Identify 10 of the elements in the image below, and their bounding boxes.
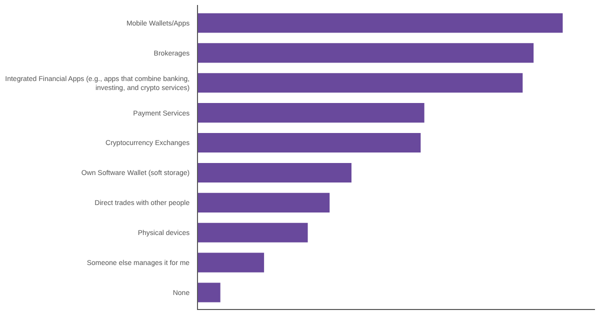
bar	[198, 162, 352, 183]
bar	[198, 43, 534, 63]
bar	[198, 132, 421, 153]
bar	[198, 192, 330, 212]
bar	[198, 222, 308, 242]
bar	[198, 282, 220, 302]
bar	[198, 13, 563, 33]
bar	[198, 73, 523, 93]
bar	[198, 252, 264, 272]
bar	[198, 103, 424, 123]
